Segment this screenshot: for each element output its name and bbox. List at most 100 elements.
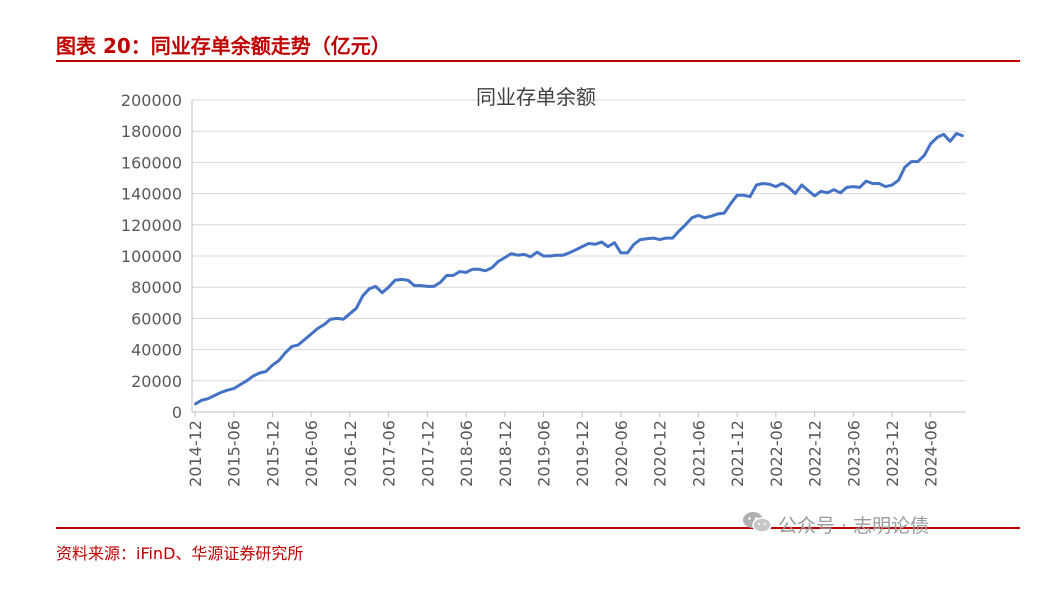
x-tick-label: 2021-12 bbox=[728, 420, 747, 487]
data-point bbox=[858, 186, 861, 189]
data-point bbox=[774, 185, 777, 188]
x-tick-label: 2021-06 bbox=[689, 420, 708, 487]
data-point bbox=[626, 251, 629, 254]
data-point bbox=[813, 194, 816, 197]
data-point bbox=[897, 179, 900, 182]
series-group bbox=[194, 132, 964, 406]
data-point bbox=[807, 189, 810, 192]
data-point bbox=[878, 182, 881, 185]
data-point bbox=[639, 238, 642, 241]
data-point bbox=[523, 253, 526, 256]
data-point bbox=[529, 255, 532, 258]
data-point bbox=[768, 183, 771, 186]
data-point bbox=[632, 243, 635, 246]
x-tick-label: 2016-06 bbox=[302, 420, 321, 487]
data-point bbox=[284, 351, 287, 354]
data-point bbox=[297, 343, 300, 346]
x-tick-label: 2018-12 bbox=[496, 420, 515, 487]
data-point bbox=[955, 132, 958, 135]
data-point bbox=[387, 286, 390, 289]
watermark-text: 公众号 · 志明论债 bbox=[778, 515, 930, 537]
y-tick-label: 20000 bbox=[131, 372, 182, 391]
source-note: 资料来源：iFinD、华源证券研究所 bbox=[56, 544, 304, 563]
data-point bbox=[303, 338, 306, 341]
data-point bbox=[258, 372, 261, 374]
data-point bbox=[755, 184, 758, 186]
data-point bbox=[277, 359, 280, 362]
data-point bbox=[916, 160, 919, 163]
y-axis: 0 20000 40000 60000 80000 100000 120000 140000 1… bbox=[121, 91, 193, 422]
data-point bbox=[962, 134, 964, 137]
data-point bbox=[839, 191, 842, 194]
data-point bbox=[587, 242, 590, 245]
data-point bbox=[465, 271, 468, 274]
data-point bbox=[394, 279, 397, 282]
data-point bbox=[865, 180, 868, 183]
watermark: 公众号 · 志明论债 bbox=[742, 510, 929, 539]
data-point bbox=[923, 154, 926, 157]
x-tick-label: 2022-06 bbox=[767, 420, 786, 487]
y-tick-label: 80000 bbox=[131, 278, 182, 297]
data-point bbox=[316, 327, 319, 330]
data-point bbox=[742, 194, 745, 197]
x-tick-label: 2023-06 bbox=[844, 420, 863, 487]
data-point bbox=[736, 194, 739, 197]
data-point bbox=[290, 345, 293, 348]
data-point bbox=[884, 185, 887, 188]
data-point bbox=[729, 202, 732, 205]
data-point bbox=[323, 323, 326, 326]
x-tick-label: 2020-12 bbox=[651, 420, 670, 487]
y-tick-label: 120000 bbox=[121, 216, 182, 235]
data-point bbox=[206, 397, 209, 400]
series-line bbox=[194, 132, 964, 406]
title-divider bbox=[56, 60, 1020, 62]
x-tick-label: 2018-06 bbox=[457, 420, 476, 487]
data-point bbox=[697, 214, 700, 217]
data-point bbox=[329, 318, 332, 321]
data-point bbox=[703, 216, 706, 219]
data-point bbox=[445, 274, 448, 277]
x-tick-label: 2023-12 bbox=[883, 420, 902, 487]
data-point bbox=[658, 238, 661, 241]
data-point bbox=[555, 254, 558, 257]
data-point bbox=[458, 270, 461, 273]
data-point bbox=[419, 284, 422, 287]
data-point bbox=[471, 268, 474, 271]
data-point bbox=[426, 285, 429, 288]
data-point bbox=[710, 215, 713, 218]
data-point bbox=[239, 383, 242, 386]
data-point bbox=[684, 223, 687, 226]
data-point bbox=[542, 255, 545, 257]
y-tick-label: 0 bbox=[172, 403, 182, 422]
data-point bbox=[613, 241, 616, 244]
data-point bbox=[800, 184, 803, 186]
x-tick-label: 2014-12 bbox=[186, 420, 205, 487]
data-point bbox=[619, 251, 622, 254]
data-point bbox=[271, 364, 274, 367]
data-point bbox=[478, 268, 480, 271]
data-point bbox=[891, 184, 893, 186]
data-point bbox=[871, 182, 874, 185]
data-point bbox=[355, 307, 358, 310]
data-point bbox=[245, 379, 248, 382]
data-point bbox=[213, 394, 216, 397]
data-point bbox=[903, 166, 906, 169]
data-point bbox=[310, 333, 313, 335]
y-tick-label: 160000 bbox=[121, 153, 182, 172]
data-point bbox=[665, 237, 668, 240]
data-point bbox=[497, 260, 500, 263]
x-tick-label: 2019-06 bbox=[535, 420, 554, 487]
data-point bbox=[549, 255, 551, 257]
data-point bbox=[781, 182, 784, 185]
data-point bbox=[200, 399, 203, 402]
data-point bbox=[413, 284, 416, 287]
chart-title: 同业存单余额 bbox=[476, 85, 596, 109]
x-tick-label: 2024-06 bbox=[922, 420, 941, 487]
data-point bbox=[761, 182, 764, 185]
data-point bbox=[671, 237, 674, 240]
data-point bbox=[232, 387, 235, 390]
x-tick-label: 2019-12 bbox=[573, 420, 592, 487]
gridlines bbox=[192, 99, 966, 382]
data-point bbox=[820, 190, 822, 193]
data-point bbox=[645, 237, 648, 240]
